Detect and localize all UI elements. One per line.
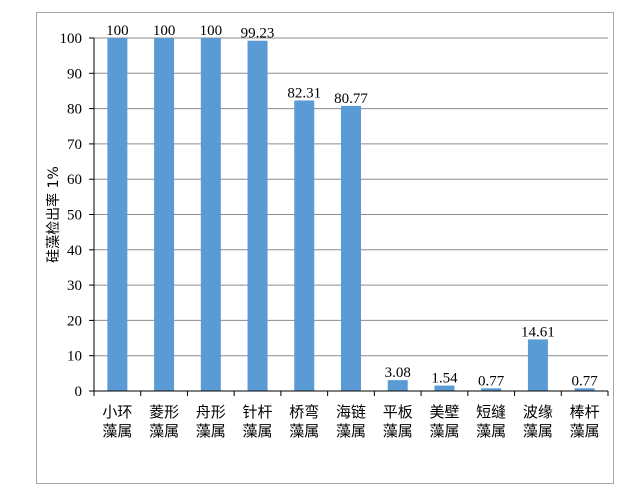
- x-tick-label: 藻属: [476, 422, 506, 440]
- y-tick-label: 20: [67, 313, 82, 329]
- chart-frame: [36, 12, 614, 484]
- gridlines: [94, 37, 608, 357]
- data-label: 0.77: [572, 373, 599, 389]
- y-tick-label: 90: [67, 66, 82, 82]
- data-label: 99.23: [241, 26, 275, 42]
- data-label: 82.31: [287, 85, 321, 101]
- x-tick-label: 海链: [336, 403, 366, 421]
- x-tick-label: 藻属: [523, 422, 553, 440]
- x-tick-label: 藻属: [289, 422, 319, 440]
- data-label: 0.77: [478, 373, 505, 389]
- bar: [154, 38, 175, 391]
- x-tick-label: 菱形: [149, 403, 179, 421]
- axes: [89, 37, 609, 396]
- x-tick-label: 棒杆: [570, 403, 600, 421]
- data-label: 1.54: [431, 371, 458, 387]
- x-tick-label: 藻属: [570, 422, 600, 440]
- data-label: 100: [153, 23, 176, 39]
- x-tick-label: 藻属: [243, 422, 273, 440]
- data-label: 100: [106, 23, 129, 39]
- x-tick-label: 桥弯: [289, 403, 319, 421]
- x-tick-label: 舟形: [196, 403, 226, 421]
- y-tick-label: 10: [67, 349, 82, 365]
- x-tick-label: 藻属: [196, 422, 226, 440]
- x-tick-label: 平板: [383, 403, 413, 421]
- y-tick-label: 0: [75, 384, 83, 400]
- bars: [107, 38, 595, 391]
- y-tick-label: 50: [67, 208, 82, 224]
- bar: [434, 385, 455, 391]
- y-tick-label: 40: [67, 243, 82, 259]
- data-label: 3.08: [385, 365, 411, 381]
- bar: [527, 339, 548, 391]
- x-tick-label: 藻属: [383, 422, 413, 440]
- x-tick-label: 藻属: [149, 422, 179, 440]
- bar: [200, 38, 221, 391]
- x-tick-label: 美壁: [429, 403, 459, 421]
- bar: [107, 38, 128, 391]
- bar: [481, 388, 502, 391]
- x-tick-label: 藻属: [102, 422, 132, 440]
- bar: [294, 100, 315, 391]
- y-tick-label: 80: [67, 102, 82, 118]
- y-tick-label: 30: [67, 278, 82, 294]
- bar: [341, 105, 361, 391]
- y-tick-label: 100: [60, 31, 83, 47]
- x-tick-label: 波缘: [523, 403, 553, 421]
- data-label: 80.77: [334, 91, 368, 107]
- y-axis-label: 硅藻检出率 1%: [45, 166, 62, 263]
- bar: [574, 388, 595, 391]
- data-label: 14.61: [521, 324, 555, 340]
- data-label: 100: [200, 23, 223, 39]
- x-tick-label: 藻属: [429, 422, 459, 440]
- bar: [247, 40, 268, 391]
- bar: [387, 380, 408, 391]
- x-tick-label: 短缝: [476, 403, 506, 421]
- x-tick-label: 小环: [102, 403, 132, 421]
- y-tick-label: 60: [67, 172, 82, 188]
- x-tick-label: 针杆: [243, 403, 273, 421]
- x-tick-label: 藻属: [336, 422, 366, 440]
- y-tick-label: 70: [67, 137, 82, 153]
